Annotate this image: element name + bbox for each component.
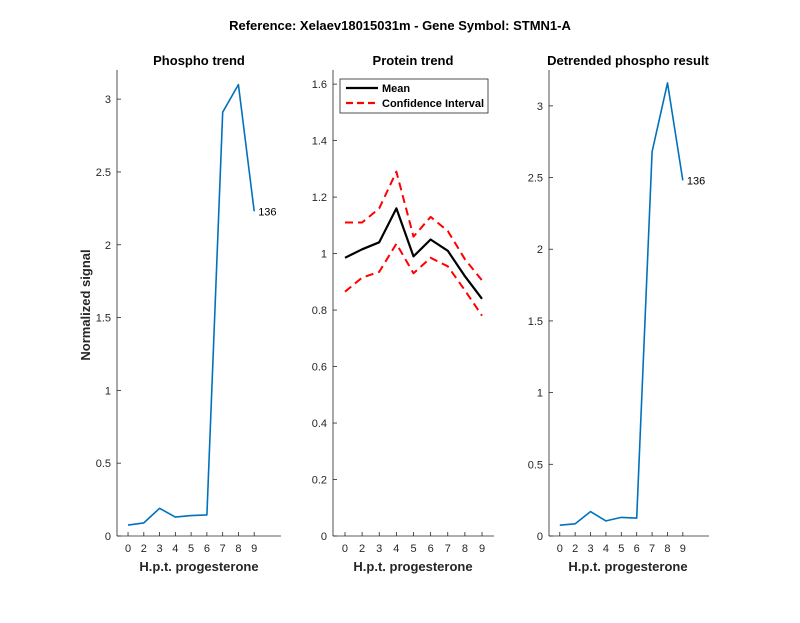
x-tick-label: 5 [618, 543, 624, 555]
y-tick-label: 0 [537, 531, 543, 543]
y-tick-label: 0.2 [312, 475, 327, 487]
x-tick-label: 4 [172, 543, 178, 555]
x-tick-label: 3 [376, 543, 382, 555]
panel-phospho-trend: Phospho trend H.p.t. progesterone Normal… [78, 53, 281, 574]
y-tick-label: 0.4 [312, 418, 327, 430]
x-tick-label: 5 [188, 543, 194, 555]
x-tick-label: 7 [445, 543, 451, 555]
y-tick-label: 2 [105, 240, 111, 252]
panel-title: Protein trend [373, 53, 454, 68]
y-tick-label: 1 [105, 385, 111, 397]
y-tick-label: 0 [321, 531, 327, 543]
x-tick-label: 3 [587, 543, 593, 555]
y-tick-label: 1 [537, 388, 543, 400]
panel-detrended-phospho: Detrended phospho result H.p.t. progeste… [528, 53, 710, 574]
end-label: 136 [687, 175, 705, 187]
y-tick-label: 0 [105, 531, 111, 543]
legend-mean-label: Mean [382, 83, 410, 95]
x-tick-label: 9 [251, 543, 257, 555]
x-tick-label: 4 [393, 543, 399, 555]
x-tick-label: 0 [342, 543, 348, 555]
series-line-phospho [128, 85, 254, 525]
x-tick-label: 7 [220, 543, 226, 555]
y-tick-label: 1.5 [528, 316, 543, 328]
x-tick-label: 6 [204, 543, 210, 555]
series-line-detrended [560, 83, 683, 525]
x-tick-label: 2 [359, 543, 365, 555]
legend: Mean Confidence Interval [340, 79, 488, 113]
y-axis-label: Normalized signal [78, 249, 93, 360]
x-tick-label: 0 [125, 543, 131, 555]
x-tick-label: 0 [557, 543, 563, 555]
x-tick-label: 9 [680, 543, 686, 555]
x-tick-label: 2 [141, 543, 147, 555]
x-axis-label: H.p.t. progesterone [353, 559, 472, 574]
y-tick-label: 0.5 [96, 458, 111, 470]
x-tick-label: 6 [428, 543, 434, 555]
panel-protein-trend: Protein trend H.p.t. progesterone 0 0.2 0.… [312, 53, 494, 574]
y-tick-label: 1 [321, 249, 327, 261]
panel-title: Phospho trend [153, 53, 245, 68]
y-tick-label: 2.5 [96, 167, 111, 179]
x-axis-label: H.p.t. progesterone [568, 559, 687, 574]
figure-title: Reference: Xelaev18015031m - Gene Symbol… [229, 18, 571, 33]
y-tick-label: 2.5 [528, 173, 543, 185]
series-line-confidence-interval [345, 172, 482, 281]
x-tick-label: 6 [634, 543, 640, 555]
x-tick-label: 8 [664, 543, 670, 555]
x-tick-label: 7 [649, 543, 655, 555]
y-tick-label: 1.6 [312, 79, 327, 91]
y-tick-label: 0.5 [528, 459, 543, 471]
y-tick-label: 1.2 [312, 192, 327, 204]
y-tick-label: 3 [105, 94, 111, 106]
x-tick-label: 4 [603, 543, 609, 555]
x-tick-label: 8 [235, 543, 241, 555]
end-label: 136 [258, 206, 276, 218]
y-tick-label: 3 [537, 101, 543, 113]
x-tick-label: 3 [157, 543, 163, 555]
x-tick-label: 9 [479, 543, 485, 555]
x-tick-label: 8 [462, 543, 468, 555]
y-tick-label: 1.4 [312, 136, 327, 148]
y-tick-label: 0.6 [312, 362, 327, 374]
x-axis-label: H.p.t. progesterone [139, 559, 258, 574]
y-tick-label: 0.8 [312, 305, 327, 317]
x-tick-label: 5 [410, 543, 416, 555]
x-tick-label: 2 [572, 543, 578, 555]
y-tick-label: 1.5 [96, 313, 111, 325]
panel-title: Detrended phospho result [547, 53, 709, 68]
legend-ci-label: Confidence Interval [382, 98, 484, 110]
y-tick-label: 2 [537, 244, 543, 256]
